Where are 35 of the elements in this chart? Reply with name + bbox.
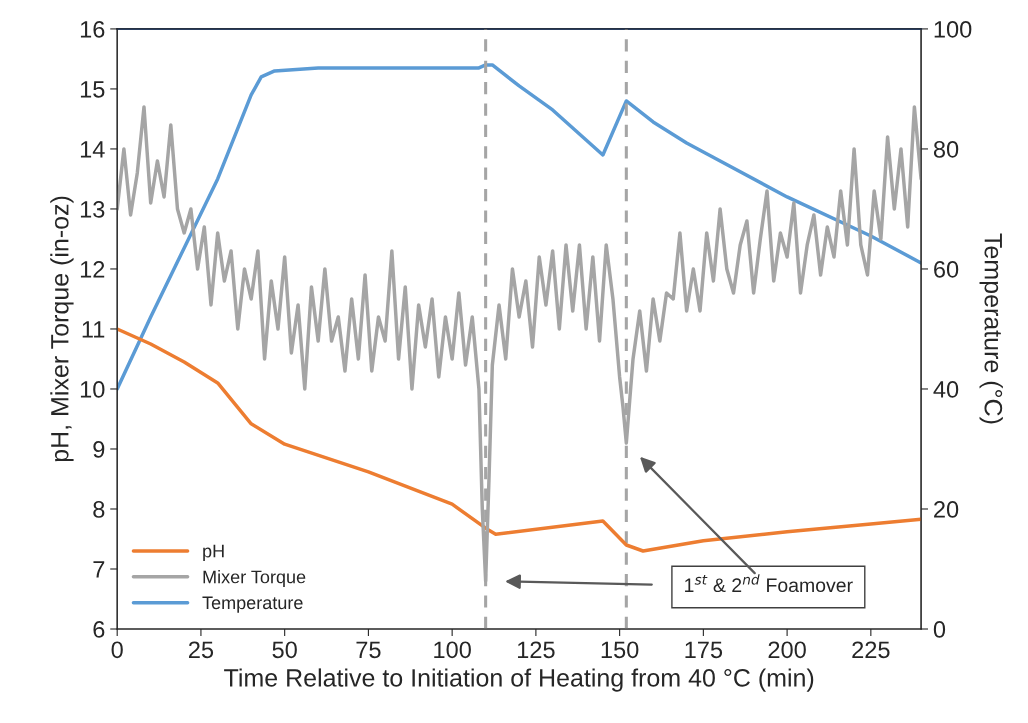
y-tick-label: 6	[93, 621, 105, 638]
y-axis-title: pH, Mixer Torque (in-oz)	[50, 196, 74, 462]
x-tick-label: 225	[852, 641, 890, 659]
line-series	[117, 63, 922, 391]
x-tick-label: 200	[768, 641, 806, 659]
legend-label: Mixer Torque	[203, 570, 306, 587]
x-tick-label: 75	[356, 641, 381, 659]
y2-tick-label: 40	[933, 381, 959, 398]
y2-tick-label: 0	[933, 621, 946, 638]
x-tick-label: 50	[272, 641, 297, 659]
x-axis-title: Time Relative to Initiation of Heating from 40 °C (min)	[224, 668, 814, 692]
x-tick-label: 175	[685, 641, 723, 659]
y-tick-label: 15	[80, 81, 105, 98]
y2-tick-label: 20	[934, 501, 959, 518]
legend-label: pH	[203, 544, 224, 562]
y-tick-label: 8	[93, 501, 105, 518]
x-tick-label: 150	[601, 641, 639, 659]
y2-tick-label: 100	[934, 20, 972, 38]
y-tick-label: 9	[93, 441, 105, 458]
y-tick-label: 10	[80, 381, 105, 398]
x-tick-label: 100	[434, 641, 471, 659]
y-tick-label: 14	[80, 141, 105, 158]
x-tick-label: 0	[111, 641, 123, 659]
y-tick-label: 16	[80, 20, 105, 38]
y2-tick-label: 80	[933, 141, 959, 158]
x-tick-label: 125	[517, 641, 555, 659]
y-tick-label: 13	[80, 201, 105, 218]
x-tick-label: 25	[188, 641, 214, 659]
y2-tick-label: 60	[934, 261, 959, 278]
y-tick-label: 12	[80, 261, 105, 278]
y-tick-label: 11	[82, 321, 105, 338]
y2-axis-title: Temperature (°C)	[979, 233, 1003, 424]
y-tick-label: 7	[93, 561, 105, 578]
legend-label: Temperature	[202, 596, 303, 613]
annotation: 1$^{st}$ & 2$^{nd}$ Foamover	[685, 574, 853, 593]
